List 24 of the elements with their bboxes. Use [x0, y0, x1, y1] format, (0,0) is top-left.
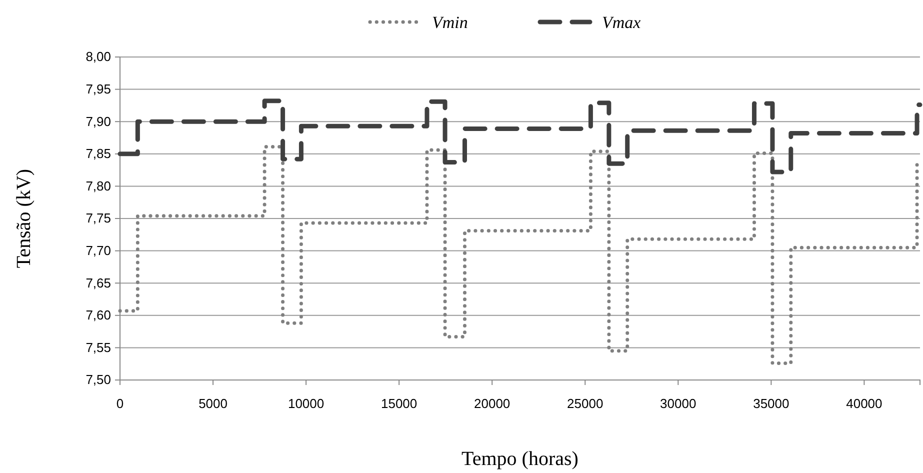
x-tick-label: 30000: [660, 396, 696, 412]
y-tick-label: 7,70: [86, 242, 111, 258]
y-tick-label: 7,50: [86, 372, 111, 388]
y-tick-label: 7,75: [86, 210, 111, 226]
y-tick-label: 7,95: [86, 81, 111, 96]
y-tick-label: 8,00: [86, 49, 111, 64]
x-tick-label: 0: [116, 396, 124, 412]
x-axis-title: Tempo (horas): [462, 448, 578, 470]
x-tick-label: 40000: [846, 396, 882, 412]
legend-label: Vmin: [432, 13, 468, 32]
x-tick-label: 10000: [288, 396, 324, 412]
legend-label: Vmax: [602, 13, 642, 32]
x-tick-label: 35000: [753, 396, 790, 412]
y-tick-label: 7,90: [86, 114, 111, 129]
y-tick-label: 7,60: [86, 308, 111, 323]
x-tick-label: 5000: [198, 396, 228, 412]
y-tick-label: 7,65: [86, 275, 111, 290]
y-tick-label: 7,55: [86, 340, 111, 355]
x-tick-label: 15000: [380, 396, 418, 412]
x-tick-label: 25000: [567, 396, 604, 412]
x-tick-label: 20000: [474, 396, 510, 412]
y-axis-title: Tensão (kV): [13, 168, 35, 268]
y-tick-label: 7,80: [86, 178, 111, 194]
y-tick-label: 7,85: [86, 146, 111, 162]
